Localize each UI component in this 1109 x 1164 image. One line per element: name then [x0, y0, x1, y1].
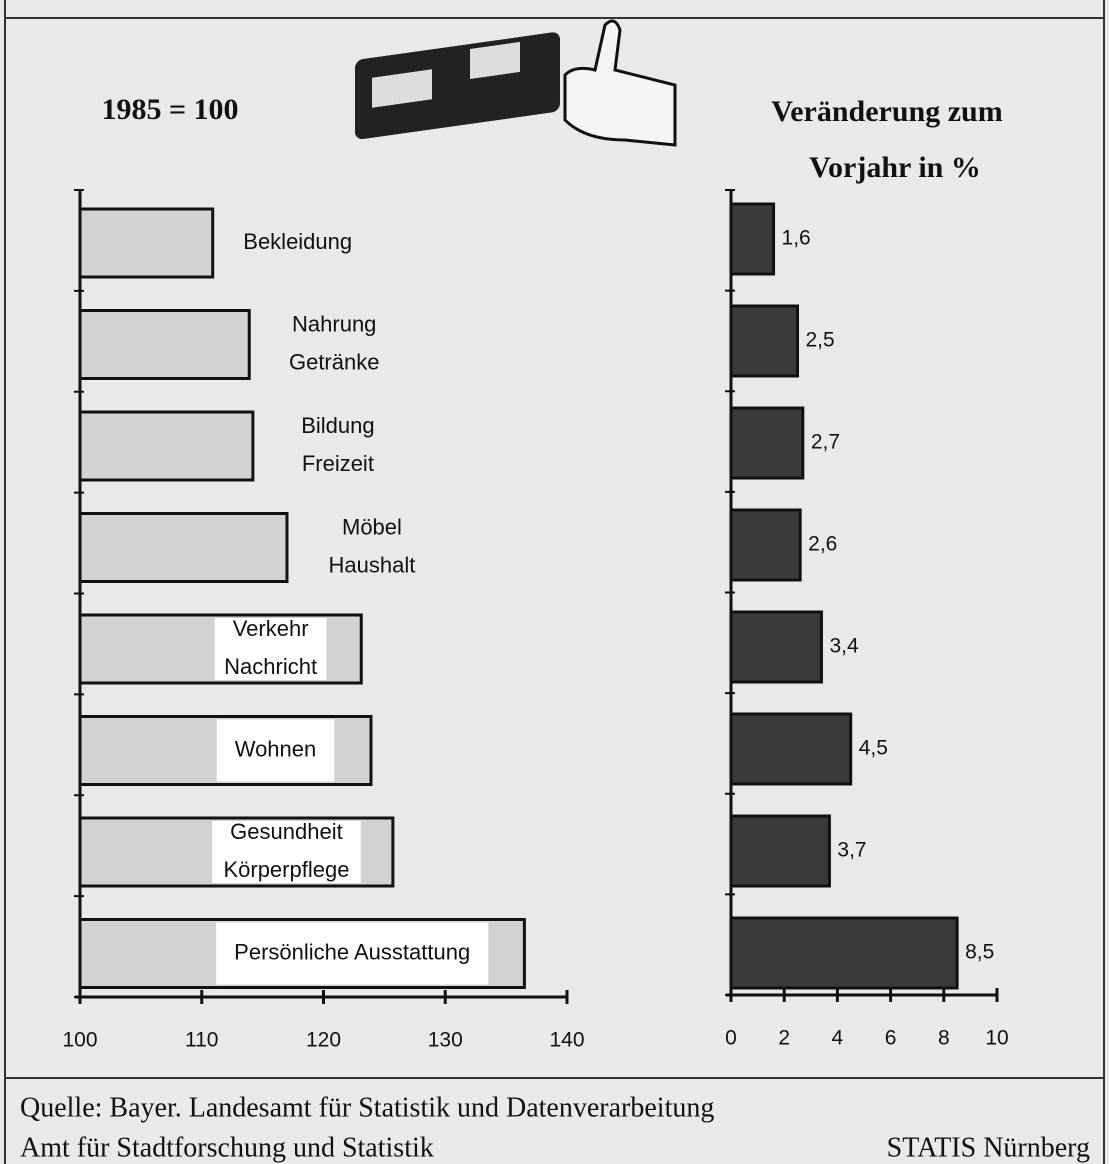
bar — [731, 306, 798, 376]
right-title: Veränderung zum — [771, 95, 1002, 128]
bar — [731, 612, 821, 682]
bar — [731, 816, 829, 886]
x-tick-label: 4 — [832, 1027, 844, 1050]
x-tick-label: 0 — [725, 1027, 737, 1050]
x-tick-label: 140 — [549, 1029, 584, 1052]
category-label-line: Getränke — [289, 349, 380, 374]
category-label-line: Verkehr — [233, 616, 309, 641]
value-label: 2,5 — [806, 329, 835, 352]
x-tick-label: 130 — [428, 1029, 463, 1052]
category-label-line: Bildung — [301, 413, 374, 438]
footer-source: Quelle: Bayer. Landesamt für Statistik u… — [20, 1092, 714, 1123]
category-label-line: Haushalt — [329, 552, 416, 577]
category-label-line: Freizeit — [302, 451, 374, 476]
x-tick-label: 8 — [938, 1027, 950, 1050]
category-label: Persönliche Ausstattung — [234, 939, 470, 964]
category-label-line: Nahrung — [292, 311, 376, 336]
footer-brand: STATIS Nürnberg — [887, 1132, 1090, 1163]
bar — [731, 204, 774, 274]
x-tick-label: 100 — [62, 1029, 97, 1052]
value-label: 1,6 — [782, 227, 811, 250]
right-title: Vorjahr in % — [809, 151, 981, 184]
value-label: 2,7 — [811, 431, 840, 454]
value-label: 3,4 — [829, 635, 859, 658]
bar — [731, 510, 800, 580]
left-title: 1985 = 100 — [101, 93, 238, 126]
x-tick-label: 120 — [306, 1029, 341, 1052]
category-label-line: Körperpflege — [223, 857, 349, 882]
category-label: Wohnen — [235, 736, 317, 761]
bar — [731, 408, 803, 478]
value-label: 8,5 — [965, 941, 994, 964]
bar — [80, 514, 287, 582]
value-label: 4,5 — [859, 737, 888, 760]
x-tick-label: 6 — [885, 1027, 897, 1050]
x-tick-label: 110 — [185, 1029, 218, 1052]
value-label: 3,7 — [837, 839, 866, 862]
bar — [80, 412, 253, 480]
bar — [80, 311, 249, 379]
category-label-line: Nachricht — [224, 654, 317, 679]
category-label-line: Gesundheit — [230, 819, 343, 844]
chart: 1985 = 100 Veränderung zum Vorjahr in % … — [0, 0, 1109, 1164]
category-label-line: Persönliche Ausstattung — [234, 939, 470, 964]
category-label-line: Bekleidung — [243, 229, 352, 254]
value-label: 2,6 — [808, 533, 837, 556]
x-tick-label: 10 — [985, 1027, 1008, 1050]
x-tick-label: 2 — [778, 1027, 790, 1050]
category-label-line: Möbel — [342, 514, 402, 539]
bar — [731, 918, 957, 988]
bar — [731, 714, 851, 784]
bar — [80, 209, 213, 277]
category-label: Bekleidung — [243, 229, 352, 254]
footer-office: Amt für Stadtforschung und Statistik — [20, 1132, 434, 1163]
category-label-line: Wohnen — [235, 736, 317, 761]
